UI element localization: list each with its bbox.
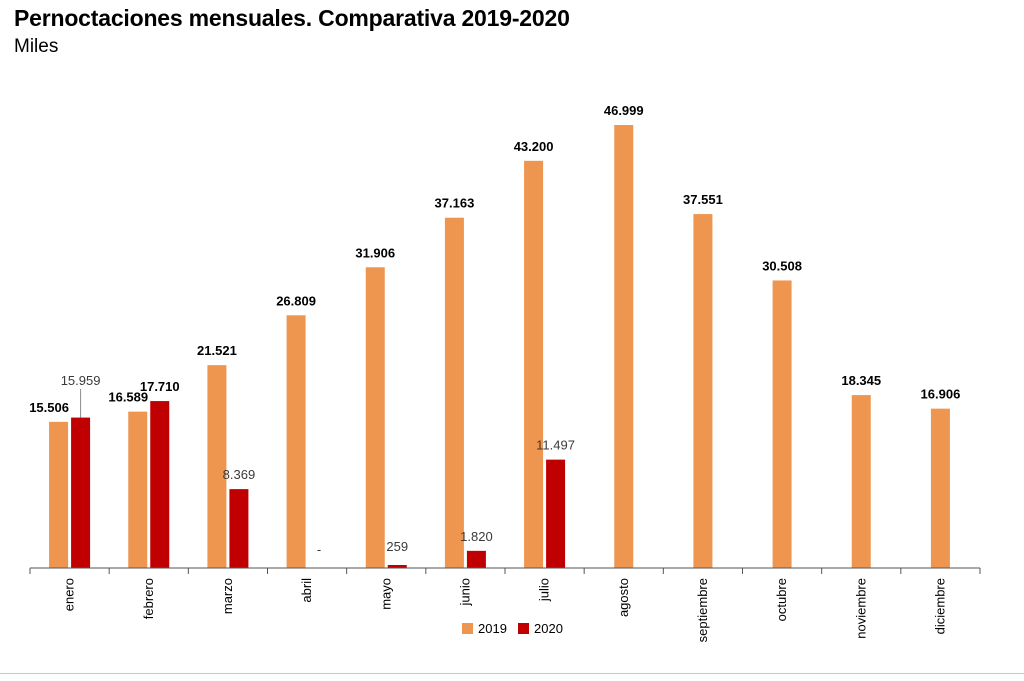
bars-layer	[49, 125, 950, 569]
x-tick-label-marzo: marzo	[220, 578, 235, 614]
data-label-2019-diciembre: 16.906	[921, 387, 961, 402]
data-label-2019-julio: 43.200	[514, 139, 554, 154]
data-label-2019-enero: 15.506	[29, 400, 69, 415]
bar-2019-junio	[444, 217, 464, 568]
bar-2019-enero	[49, 421, 69, 568]
data-label-2019-junio: 37.163	[435, 196, 475, 211]
data-label-2019-octubre: 30.508	[762, 258, 802, 273]
bar-2020-enero	[71, 417, 91, 568]
bar-2019-mayo	[365, 267, 385, 568]
bar-2019-diciembre	[930, 408, 950, 568]
bar-2020-mayo	[387, 565, 407, 568]
x-tick-label-junio: junio	[457, 578, 472, 606]
data-label-2020-junio: 1.820	[460, 529, 493, 544]
x-tick-label-abril: abril	[299, 578, 314, 603]
x-tick-label-mayo: mayo	[378, 578, 393, 610]
data-label-2019-noviembre: 18.345	[841, 373, 881, 388]
data-label-2020-julio: 11.497	[536, 438, 575, 453]
bar-2020-marzo	[229, 489, 249, 568]
bar-2019-noviembre	[851, 395, 871, 568]
legend-swatch-2019	[462, 623, 473, 634]
data-label-2019-septiembre: 37.551	[683, 192, 723, 207]
data-label-2019-marzo: 21.521	[197, 343, 237, 358]
bar-2020-julio	[546, 459, 566, 568]
data-label-2020-abril: -	[317, 542, 321, 557]
x-tick-label-octubre: octubre	[774, 578, 789, 621]
x-tick-label-agosto: agosto	[616, 578, 631, 617]
bar-2019-septiembre	[693, 214, 713, 569]
data-label-2020-mayo: 259	[386, 539, 408, 554]
data-label-2019-abril: 26.809	[276, 293, 316, 308]
x-tick-label-febrero: febrero	[141, 578, 156, 619]
x-tick-label-julio: julio	[537, 578, 552, 602]
data-label-2019-agosto: 46.999	[604, 103, 644, 118]
bar-2019-abril	[286, 315, 306, 568]
legend-swatch-2020	[518, 623, 529, 634]
data-label-2020-enero: 15.959	[61, 373, 101, 388]
data-label-2020-marzo: 8.369	[223, 467, 256, 482]
chart-subtitle: Miles	[14, 36, 59, 57]
bar-2019-octubre	[772, 280, 792, 568]
x-tick-label-septiembre: septiembre	[695, 578, 710, 642]
bar-2019-julio	[524, 160, 544, 568]
bar-2020-junio	[466, 550, 486, 568]
x-tick-label-diciembre: diciembre	[932, 578, 947, 634]
legend-label-2020: 2020	[534, 621, 563, 636]
x-axis: enero febrero marzo abril mayo junio julio agos…	[29, 567, 981, 642]
bar-2020-febrero	[150, 401, 170, 568]
data-label-2020-febrero: 17.710	[140, 379, 180, 394]
bar-2019-febrero	[128, 411, 148, 568]
chart-title: Pernoctaciones mensuales. Comparativa 20…	[14, 5, 570, 31]
bar-2019-agosto	[614, 125, 634, 568]
page-bottom-divider	[0, 673, 1024, 674]
data-label-2019-mayo: 31.906	[355, 245, 395, 260]
x-tick-label-noviembre: noviembre	[853, 578, 868, 639]
data-label-2019-febrero: 16.589	[108, 390, 148, 405]
legend-label-2019: 2019	[478, 621, 507, 636]
legend: 2019 2020	[462, 621, 563, 636]
x-tick-label-enero: enero	[62, 578, 77, 611]
bar-2019-marzo	[207, 365, 227, 568]
